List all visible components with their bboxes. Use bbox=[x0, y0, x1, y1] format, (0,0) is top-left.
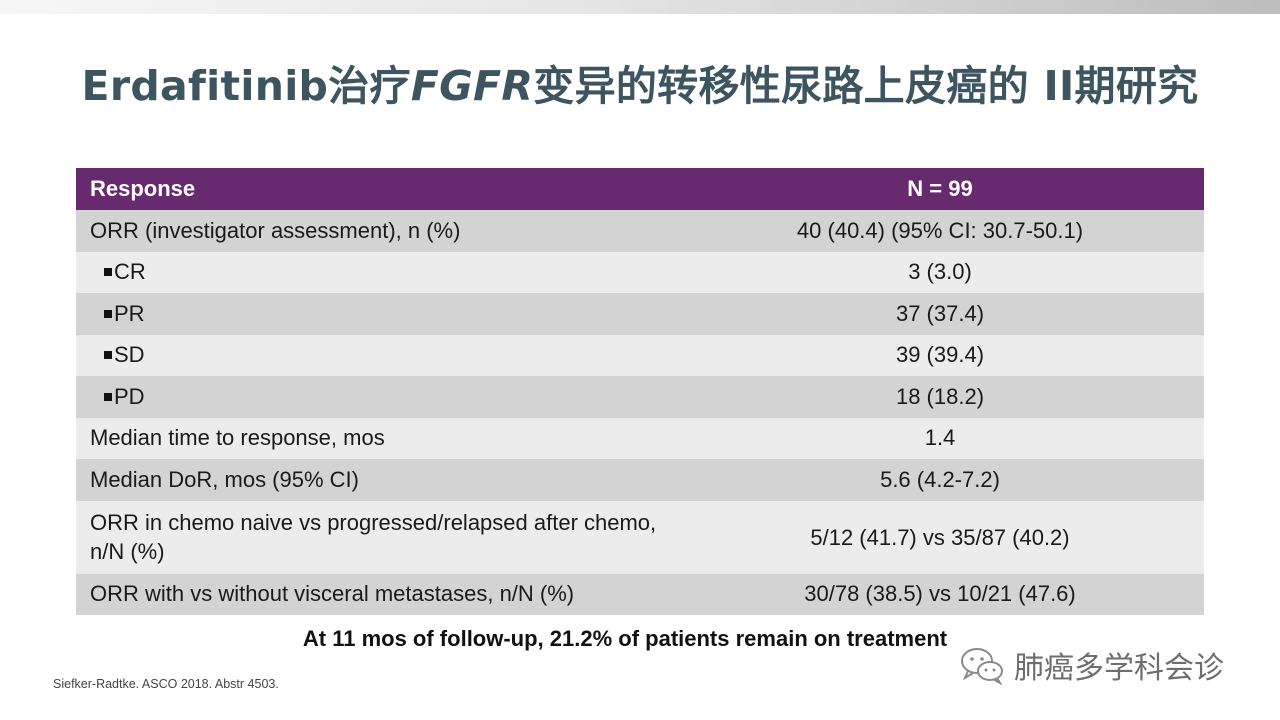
watermark-text: 肺癌多学科会诊 bbox=[1014, 651, 1224, 686]
square-bullet-icon bbox=[104, 309, 112, 318]
row-value: 18 (18.2) bbox=[676, 376, 1204, 418]
row-value: 39 (39.4) bbox=[676, 334, 1204, 376]
row-label-pd: PD bbox=[76, 376, 676, 418]
row-value: 1.4 bbox=[676, 417, 1204, 459]
table-row: ORR in chemo naive vs progressed/relapse… bbox=[76, 500, 1204, 574]
title-prefix: Erdafitinib治疗 bbox=[81, 62, 411, 110]
table-row: PD 18 (18.2) bbox=[76, 376, 1204, 418]
header-response: Response bbox=[76, 168, 676, 210]
watermark: 肺癌多学科会诊 bbox=[958, 643, 1224, 687]
row-label: ORR in chemo naive vs progressed/relapse… bbox=[76, 500, 676, 574]
row-label: Median DoR, mos (95% CI) bbox=[76, 459, 676, 501]
row-label-pr: PR bbox=[76, 293, 676, 335]
row-value: 37 (37.4) bbox=[676, 293, 1204, 335]
row-label: ORR with vs without visceral metastases,… bbox=[76, 573, 676, 615]
slide-title: Erdafitinib治疗FGFR变异的转移性尿路上皮癌的 II期研究 bbox=[0, 52, 1280, 112]
table-row: Median DoR, mos (95% CI) 5.6 (4.2-7.2) bbox=[76, 459, 1204, 501]
square-bullet-icon bbox=[104, 392, 112, 401]
header-n: N = 99 bbox=[676, 168, 1204, 210]
row-value: 3 (3.0) bbox=[676, 251, 1204, 293]
row-value: 40 (40.4) (95% CI: 30.7-50.1) bbox=[676, 210, 1204, 252]
title-suffix: 变异的转移性尿路上皮癌的 II期研究 bbox=[533, 62, 1199, 110]
top-gradient-bar bbox=[0, 0, 1280, 14]
row-value: 5.6 (4.2-7.2) bbox=[676, 459, 1204, 501]
follow-up-note: At 11 mos of follow-up, 21.2% of patient… bbox=[302, 626, 948, 651]
square-bullet-icon bbox=[104, 268, 112, 277]
wechat-icon bbox=[961, 648, 1003, 685]
row-label-sd: SD bbox=[76, 334, 676, 376]
table-row: CR 3 (3.0) bbox=[76, 251, 1204, 293]
table-row: ORR (investigator assessment), n (%) 40 … bbox=[76, 210, 1204, 252]
row-label: Median time to response, mos bbox=[76, 417, 676, 459]
title-gene: FGFR bbox=[410, 62, 534, 110]
square-bullet-icon bbox=[104, 351, 112, 360]
table-row: Median time to response, mos 1.4 bbox=[76, 417, 1204, 459]
response-table: Response N = 99 ORR (investigator assess… bbox=[76, 168, 1204, 615]
table-row: PR 37 (37.4) bbox=[76, 293, 1204, 335]
citation: Siefker-Radtke. ASCO 2018. Abstr 4503. bbox=[53, 677, 279, 691]
row-value: 30/78 (38.5) vs 10/21 (47.6) bbox=[676, 573, 1204, 615]
table-row: SD 39 (39.4) bbox=[76, 334, 1204, 376]
row-label-cr: CR bbox=[76, 251, 676, 293]
row-label: ORR (investigator assessment), n (%) bbox=[76, 210, 676, 252]
table-row: ORR with vs without visceral metastases,… bbox=[76, 573, 1204, 615]
table-header-row: Response N = 99 bbox=[76, 168, 1204, 210]
row-value: 5/12 (41.7) vs 35/87 (40.2) bbox=[676, 500, 1204, 574]
